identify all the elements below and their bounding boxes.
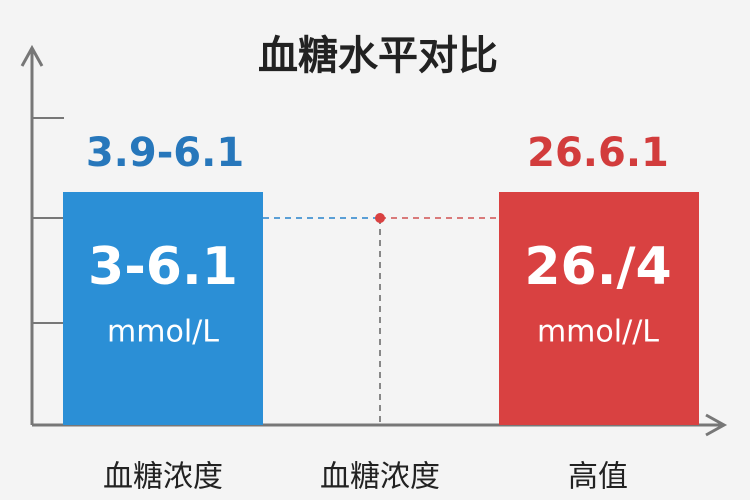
bar [63, 192, 263, 425]
chart-title: 血糖水平对比 [258, 33, 498, 79]
bar-top-label: 3.9-6.1 [86, 130, 244, 176]
reference-dot [375, 213, 385, 223]
bar [499, 192, 699, 425]
bar-unit: mmol/L [107, 315, 219, 350]
y-axis-arrow [20, 44, 44, 67]
category-label: 血糖浓度 [320, 460, 440, 495]
category-label: 血糖浓度 [103, 460, 223, 495]
bar-top-label: 26.6.1 [527, 130, 669, 176]
bar-unit: mmol//L [537, 315, 659, 350]
category-label: 高值 [568, 460, 628, 495]
x-axis-arrow [705, 413, 728, 437]
bar-value-text: 3-6.1 [88, 237, 238, 297]
bar-value-text: 26./4 [524, 237, 671, 297]
